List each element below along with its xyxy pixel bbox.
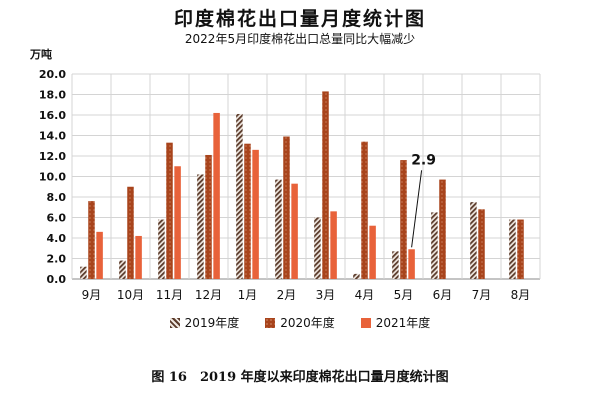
bars-layer xyxy=(80,91,524,279)
bar-2020年度-6月 xyxy=(439,179,446,279)
legend-item-2021: 2021年度 xyxy=(360,314,431,331)
y-tick-label: 2.0 xyxy=(47,253,67,266)
legend-swatch-2019 xyxy=(169,317,180,328)
y-tick-label: 6.0 xyxy=(47,212,67,225)
x-tick-label: 5月 xyxy=(394,288,414,302)
y-tick-label: 0.0 xyxy=(47,273,67,286)
bar-2019年度-9月 xyxy=(80,266,87,279)
x-tick-label: 1月 xyxy=(238,288,258,302)
bar-2021年度-2月 xyxy=(291,183,298,279)
bar-2019年度-3月 xyxy=(314,217,321,279)
bar-2020年度-11月 xyxy=(166,142,173,279)
legend-item-2019: 2019年度 xyxy=(169,314,240,331)
annotation-leader-line xyxy=(411,170,423,248)
bar-2019年度-6月 xyxy=(431,212,438,279)
legend: 2019年度 2020年度 2021年度 xyxy=(0,314,600,331)
bar-2020年度-4月 xyxy=(361,141,368,279)
y-tick-label: 14.0 xyxy=(39,130,66,143)
legend-label-2020: 2020年度 xyxy=(280,316,335,330)
bar-2021年度-10月 xyxy=(135,235,142,279)
chart-title: 印度棉花出口量月度统计图 xyxy=(173,8,426,30)
x-tick-label: 12月 xyxy=(195,288,222,302)
bar-2021年度-11月 xyxy=(174,166,181,279)
x-tick-label: 8月 xyxy=(511,288,531,302)
x-tick-label: 4月 xyxy=(355,288,375,302)
figure-caption: 图 16 2019 年度以来印度棉花出口量月度统计图 xyxy=(151,370,449,385)
y-tick-label: 12.0 xyxy=(39,150,66,163)
chart-subtitle: 2022年5月印度棉花出口总量同比大幅减少 xyxy=(184,32,416,46)
x-tick-label: 7月 xyxy=(472,288,492,302)
bar-2019年度-10月 xyxy=(119,260,126,279)
bar-2021年度-5月 xyxy=(408,249,415,279)
legend-label-2021: 2021年度 xyxy=(375,316,431,330)
bar-2019年度-12月 xyxy=(197,174,204,279)
bar-2021年度-1月 xyxy=(252,149,259,279)
bar-2019年度-2月 xyxy=(275,179,282,279)
bar-2019年度-4月 xyxy=(353,273,360,279)
bar-2020年度-1月 xyxy=(244,143,251,279)
y-axis-unit-label: 万吨 xyxy=(30,48,52,61)
bar-2021年度-9月 xyxy=(96,231,103,279)
y-tick-label: 16.0 xyxy=(39,109,66,122)
x-tick-label: 6月 xyxy=(433,288,453,302)
bar-2019年度-1月 xyxy=(236,113,243,279)
bar-2019年度-8月 xyxy=(509,219,516,279)
bar-chart: 0.0 2.0 4.0 6.0 8.0 10.0 12.0 14.0 16.0 18.0 20.0 9… xyxy=(39,68,541,302)
y-tick-label: 8.0 xyxy=(47,191,67,204)
bar-2020年度-3月 xyxy=(322,91,329,279)
bar-2020年度-12月 xyxy=(205,154,212,279)
bar-2020年度-8月 xyxy=(517,219,524,279)
bar-2020年度-7月 xyxy=(478,209,485,279)
bar-2019年度-5月 xyxy=(392,251,399,279)
bar-2019年度-7月 xyxy=(470,202,477,279)
labels-layer: 0.0 2.0 4.0 6.0 8.0 10.0 12.0 14.0 16.0 18.0 20.0 9… xyxy=(39,68,530,302)
grid-layer xyxy=(71,73,541,280)
x-tick-label: 10月 xyxy=(117,288,144,302)
bar-2019年度-11月 xyxy=(158,219,165,279)
x-tick-label: 2月 xyxy=(277,288,297,302)
x-tick-label: 3月 xyxy=(316,288,336,302)
bar-2020年度-9月 xyxy=(88,201,95,279)
legend-item-2020: 2020年度 xyxy=(265,314,335,331)
bar-2021年度-3月 xyxy=(330,211,337,279)
legend-swatch-2020 xyxy=(265,317,276,328)
legend-label-2019: 2019年度 xyxy=(184,316,240,330)
bar-2020年度-5月 xyxy=(400,160,407,279)
bar-2020年度-10月 xyxy=(127,186,134,279)
y-tick-label: 10.0 xyxy=(39,171,66,184)
bar-2021年度-12月 xyxy=(213,112,220,279)
x-tick-label: 9月 xyxy=(82,288,102,302)
bar-2020年度-2月 xyxy=(283,136,290,279)
y-tick-label: 20.0 xyxy=(39,68,66,81)
x-tick-label: 11月 xyxy=(156,288,183,302)
bar-2021年度-4月 xyxy=(369,225,376,279)
legend-swatch-2021 xyxy=(360,317,371,328)
y-tick-label: 4.0 xyxy=(47,232,67,245)
annotation-label: 2.9 xyxy=(411,152,436,168)
y-tick-label: 18.0 xyxy=(39,89,66,102)
